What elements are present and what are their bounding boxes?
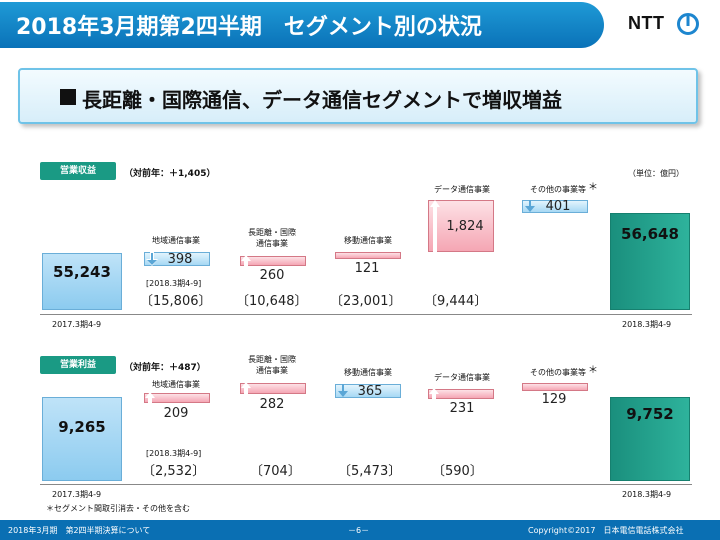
- profit-seg4-delta: 231: [449, 401, 475, 416]
- profit-seg5-bar: [522, 383, 588, 391]
- revenue-seg1-down-arrow-icon: [146, 252, 158, 266]
- revenue-seg4-up-arrow-icon: [430, 200, 440, 252]
- profit-seg5-asterisk: ＊: [588, 365, 598, 376]
- profit-baseline: [40, 484, 692, 485]
- revenue-seg3-name: 移動通信事業: [344, 236, 392, 245]
- revenue-seg4-bar: [428, 200, 494, 252]
- revenue-end-value: 56,648: [621, 225, 679, 243]
- revenue-seg1-delta: 398: [167, 252, 193, 267]
- profit-start-value: 9,265: [58, 418, 106, 436]
- footnote: ＊セグメント間取引消去・その他を含む: [46, 504, 190, 513]
- page-title: 2018年3月期第2四半期 セグメント別の状況: [16, 15, 482, 40]
- ntt-logo-icon: [677, 13, 699, 35]
- profit-seg1-up-arrow-icon: [145, 392, 155, 404]
- revenue-seg2-up-arrow-icon: [241, 255, 251, 267]
- revenue-seg5-down-arrow-icon: [525, 200, 535, 212]
- revenue-start-value: 55,243: [53, 263, 111, 281]
- revenue-start-period: 2017.3期4-9: [52, 320, 102, 329]
- profit-start-period: 2017.3期4-9: [52, 490, 102, 499]
- banner-text: 長距離・国際通信、データ通信セグメントで増収増益: [82, 88, 562, 112]
- revenue-seg3-base: 〔23,001〕: [330, 294, 402, 309]
- footer-left-text: 2018年3月期 第2四半期決算について: [8, 526, 151, 535]
- profit-seg3-delta: 365: [357, 384, 383, 399]
- revenue-seg3-bar: [335, 252, 401, 259]
- profit-seg1-name: 地域通信事業: [152, 380, 200, 389]
- profit-seg1-base: 〔2,532〕: [142, 464, 206, 479]
- revenue-seg2-delta: 260: [259, 268, 285, 283]
- revenue-section-label: 営業収益: [40, 162, 116, 180]
- profit-section-label: 営業利益: [40, 356, 116, 374]
- revenue-change: （対前年：＋1,405）: [124, 169, 216, 179]
- profit-seg5-delta: 129: [541, 392, 567, 407]
- footer-bar: [0, 520, 720, 540]
- revenue-prior-note: [2018.3期4-9]: [146, 279, 202, 288]
- revenue-seg5-name: その他の事業等: [530, 185, 586, 194]
- profit-seg2-up-arrow-icon: [241, 382, 251, 394]
- profit-seg2-delta: 282: [259, 397, 285, 412]
- profit-seg3-bar: [335, 384, 401, 398]
- revenue-seg4-delta: 1,824: [446, 219, 484, 234]
- profit-seg4-name: データ通信事業: [434, 373, 490, 382]
- profit-seg3-down-arrow-icon: [338, 384, 348, 397]
- revenue-seg1-name: 地域通信事業: [152, 236, 200, 245]
- profit-change: （対前年：＋487）: [124, 363, 206, 373]
- profit-seg3-base: 〔5,473〕: [338, 464, 402, 479]
- revenue-seg5-asterisk: ＊: [588, 182, 598, 193]
- revenue-seg5-bar: [522, 200, 588, 213]
- revenue-seg1-base: 〔15,806〕: [140, 294, 212, 309]
- revenue-end-period: 2018.3期4-9: [622, 320, 672, 329]
- revenue-seg5-delta: 401: [545, 199, 571, 214]
- profit-seg3-name: 移動通信事業: [344, 368, 392, 377]
- profit-seg4-up-arrow-icon: [429, 388, 439, 400]
- profit-start-bar: [42, 397, 122, 481]
- profit-end-bar: [610, 397, 690, 481]
- profit-seg5-name: その他の事業等: [530, 368, 586, 377]
- profit-end-value: 9,752: [626, 405, 674, 423]
- bullet-square-icon: [60, 89, 76, 105]
- profit-seg2-base: 〔704〕: [250, 464, 301, 479]
- profit-seg2-bar: [240, 383, 306, 394]
- company-logo-text: NTT: [628, 13, 665, 33]
- summary-banner: 長距離・国際通信、データ通信セグメントで増収増益: [18, 68, 698, 124]
- header-band: [0, 2, 604, 48]
- profit-seg1-delta: 209: [163, 406, 189, 421]
- revenue-seg2-name: 長距離・国際 通信事業: [248, 228, 296, 248]
- profit-seg2-name: 長距離・国際 通信事業: [248, 355, 296, 375]
- revenue-seg4-name: データ通信事業: [434, 185, 490, 194]
- profit-seg4-base: 〔590〕: [432, 464, 483, 479]
- revenue-seg1-bar: [144, 252, 210, 266]
- copyright-text: Copyright©2017 日本電信電話株式会社: [528, 526, 684, 535]
- profit-seg4-bar: [428, 389, 494, 399]
- revenue-start-bar: [42, 253, 122, 310]
- unit-label: （単位：億円）: [628, 169, 684, 178]
- profit-end-period: 2018.3期4-9: [622, 490, 672, 499]
- profit-seg1-bar: [144, 393, 210, 403]
- profit-prior-note: [2018.3期4-9]: [146, 449, 202, 458]
- revenue-seg2-bar: [240, 256, 306, 266]
- revenue-seg4-base: 〔9,444〕: [424, 294, 488, 309]
- revenue-end-bar: [610, 213, 690, 310]
- revenue-seg2-base: 〔10,648〕: [236, 294, 308, 309]
- revenue-baseline: [40, 314, 692, 315]
- page-number: －6－: [348, 526, 370, 535]
- revenue-seg3-delta: 121: [354, 261, 380, 276]
